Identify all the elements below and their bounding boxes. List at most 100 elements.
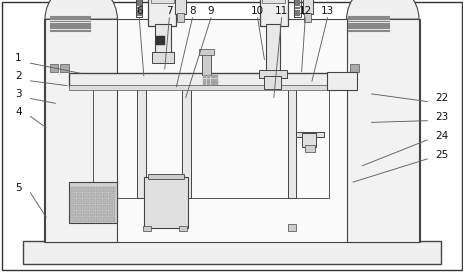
Bar bbox=[70, 193, 75, 198]
Bar bbox=[96, 211, 101, 216]
Bar bbox=[347, 16, 389, 18]
Bar bbox=[347, 20, 389, 22]
Bar bbox=[50, 27, 91, 29]
Bar bbox=[206, 82, 210, 85]
Bar bbox=[137, 85, 146, 198]
Bar bbox=[347, 27, 389, 29]
Bar bbox=[83, 199, 88, 204]
Bar bbox=[76, 217, 82, 222]
Bar bbox=[109, 205, 114, 210]
Bar bbox=[210, 79, 213, 82]
Bar bbox=[76, 199, 82, 204]
Bar bbox=[83, 193, 88, 198]
Text: 5: 5 bbox=[15, 183, 22, 193]
Bar bbox=[304, 13, 310, 22]
Bar bbox=[70, 187, 75, 192]
Bar bbox=[262, 0, 285, 3]
Bar bbox=[347, 18, 389, 20]
Text: 22: 22 bbox=[434, 93, 447, 103]
Bar bbox=[294, 0, 299, 3]
Bar bbox=[137, 3, 141, 6]
Bar bbox=[266, 24, 280, 77]
Bar bbox=[201, 52, 211, 75]
Bar bbox=[60, 64, 69, 72]
Bar bbox=[206, 75, 210, 78]
Bar bbox=[287, 224, 295, 231]
Bar bbox=[70, 205, 75, 210]
Text: 24: 24 bbox=[434, 131, 447, 141]
Bar bbox=[96, 205, 101, 210]
Text: 13: 13 bbox=[320, 6, 333, 16]
Bar bbox=[179, 225, 187, 231]
Bar bbox=[76, 187, 82, 192]
Bar bbox=[23, 241, 440, 264]
Bar bbox=[137, 0, 141, 3]
Text: 11: 11 bbox=[275, 6, 288, 16]
Bar bbox=[295, 132, 323, 137]
Bar bbox=[76, 205, 82, 210]
Bar bbox=[50, 25, 91, 27]
Bar bbox=[154, 24, 170, 54]
Bar bbox=[294, 13, 299, 16]
Bar bbox=[147, 174, 183, 179]
Bar bbox=[210, 75, 213, 78]
Bar bbox=[137, 13, 141, 16]
Bar bbox=[150, 0, 174, 3]
Bar bbox=[177, 13, 183, 22]
Bar bbox=[70, 217, 75, 222]
Bar bbox=[50, 18, 91, 20]
Bar bbox=[350, 64, 358, 72]
Bar bbox=[305, 145, 314, 152]
Text: 2: 2 bbox=[15, 71, 22, 81]
Wedge shape bbox=[45, 0, 117, 19]
Bar bbox=[302, 0, 312, 14]
Bar bbox=[89, 217, 95, 222]
Bar bbox=[214, 75, 217, 78]
Wedge shape bbox=[346, 0, 418, 19]
Bar bbox=[143, 225, 151, 231]
Bar bbox=[175, 0, 185, 14]
Text: 25: 25 bbox=[434, 150, 447, 160]
Bar bbox=[346, 19, 418, 242]
Bar bbox=[294, 0, 300, 17]
Bar bbox=[96, 187, 101, 192]
Bar bbox=[102, 217, 108, 222]
Bar bbox=[50, 64, 58, 72]
Text: 1: 1 bbox=[15, 54, 22, 63]
Text: 9: 9 bbox=[207, 6, 214, 16]
Bar bbox=[102, 187, 108, 192]
Bar bbox=[287, 85, 295, 198]
Bar bbox=[294, 10, 299, 13]
Bar bbox=[347, 25, 389, 27]
Text: 23: 23 bbox=[434, 112, 447, 122]
Bar bbox=[89, 187, 95, 192]
Bar bbox=[326, 72, 357, 90]
Bar bbox=[69, 85, 328, 90]
Text: 3: 3 bbox=[15, 89, 22, 99]
Bar bbox=[137, 10, 141, 13]
Bar bbox=[45, 19, 117, 242]
Text: 6: 6 bbox=[136, 6, 142, 16]
Bar bbox=[102, 199, 108, 204]
Bar bbox=[198, 49, 214, 55]
Bar bbox=[181, 85, 191, 198]
Bar bbox=[50, 16, 91, 18]
Bar bbox=[109, 193, 114, 198]
Text: 4: 4 bbox=[15, 107, 22, 116]
Text: 8: 8 bbox=[189, 6, 195, 16]
Bar bbox=[203, 79, 206, 82]
Bar bbox=[102, 211, 108, 216]
Bar bbox=[89, 199, 95, 204]
Bar bbox=[301, 133, 316, 147]
Bar bbox=[210, 82, 213, 85]
Bar bbox=[70, 199, 75, 204]
Bar bbox=[76, 193, 82, 198]
Bar bbox=[203, 82, 206, 85]
Bar bbox=[83, 205, 88, 210]
Bar bbox=[206, 79, 210, 82]
Bar bbox=[93, 87, 329, 198]
Bar bbox=[347, 23, 389, 25]
Bar bbox=[96, 217, 101, 222]
Bar bbox=[50, 23, 91, 25]
Bar bbox=[109, 217, 114, 222]
